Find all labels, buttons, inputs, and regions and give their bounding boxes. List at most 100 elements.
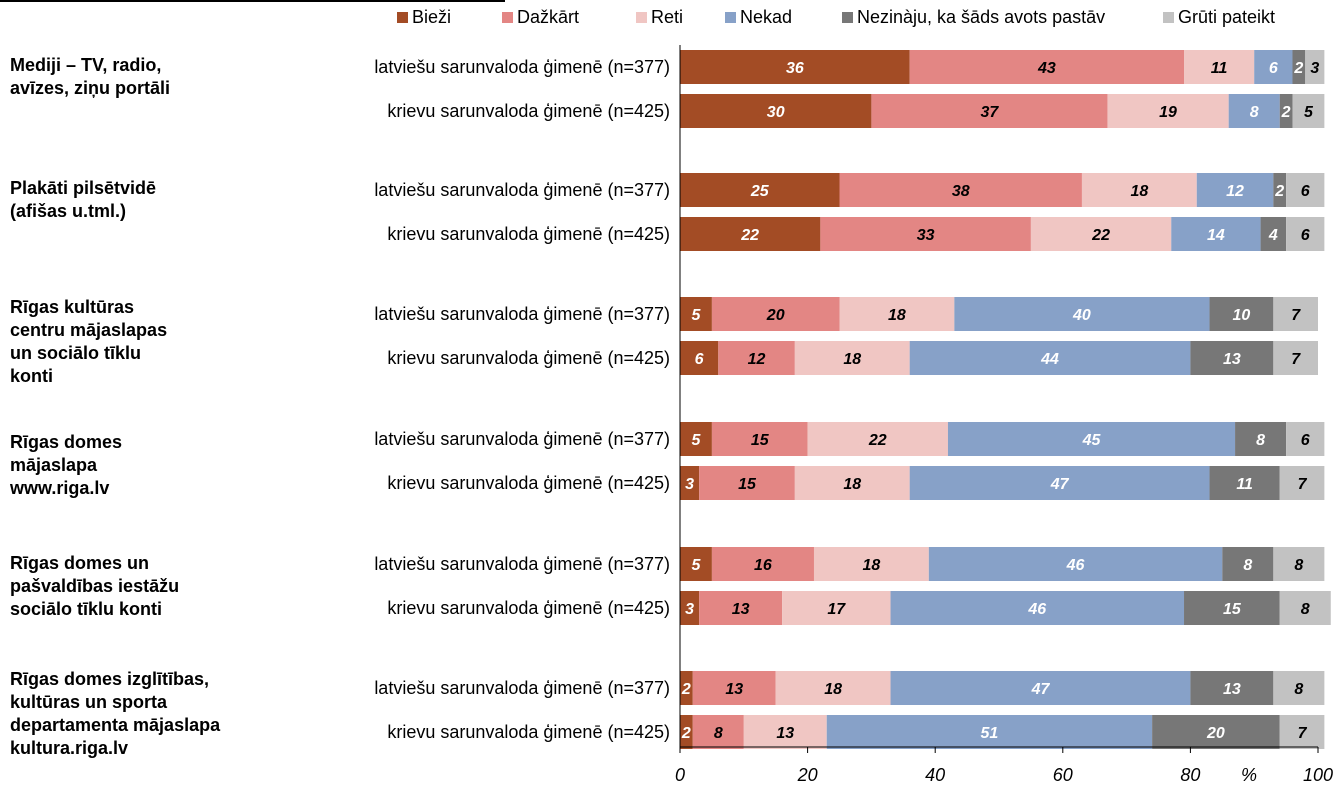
data-label: 17 bbox=[827, 601, 846, 618]
data-label: 43 bbox=[1037, 60, 1056, 77]
data-label: 33 bbox=[917, 227, 935, 244]
category-label-line: Plakāti pilsētvidē bbox=[10, 178, 156, 198]
x-tick-label: 100 bbox=[1303, 765, 1333, 785]
row-label: krievu sarunvaloda ģimenē (n=425) bbox=[387, 101, 670, 121]
legend-label-1: Bieži bbox=[412, 7, 451, 27]
data-label: 8 bbox=[1256, 432, 1265, 449]
data-label: 30 bbox=[767, 104, 785, 121]
bar-segment bbox=[782, 591, 891, 625]
bar-segment bbox=[1190, 341, 1274, 375]
bar-segment bbox=[1279, 715, 1325, 749]
bar-segment bbox=[711, 547, 814, 581]
data-label: 36 bbox=[786, 60, 804, 77]
bar-segment bbox=[890, 671, 1191, 705]
data-label: 13 bbox=[1223, 351, 1241, 368]
data-label: 6 bbox=[1301, 432, 1310, 449]
data-label: 6 bbox=[695, 351, 704, 368]
bar-segment bbox=[1184, 591, 1280, 625]
bar-segment bbox=[826, 715, 1153, 749]
data-label: 12 bbox=[748, 351, 766, 368]
legend-swatch-6 bbox=[1163, 12, 1174, 23]
bar-segment bbox=[1196, 173, 1274, 207]
data-label: 2 bbox=[681, 725, 691, 742]
data-label: 11 bbox=[1211, 60, 1228, 77]
row-label: latviešu sarunvaloda ģimenē (n=377) bbox=[374, 429, 670, 449]
legend-label-6: Grūti pateikt bbox=[1178, 7, 1275, 27]
category-label-line: sociālo tīklu konti bbox=[10, 599, 162, 619]
bar-segment bbox=[1254, 50, 1293, 84]
bar-segment bbox=[909, 341, 1191, 375]
data-label: 3 bbox=[1310, 60, 1319, 77]
data-label: 46 bbox=[1066, 557, 1085, 574]
bar-segment bbox=[890, 591, 1185, 625]
row-label: krievu sarunvaloda ģimenē (n=425) bbox=[387, 348, 670, 368]
x-tick-label: 40 bbox=[925, 765, 945, 785]
bar-segment bbox=[1286, 422, 1325, 456]
bar-segment bbox=[807, 422, 948, 456]
data-label: 2 bbox=[1274, 183, 1284, 200]
bar-segment bbox=[1305, 50, 1325, 84]
bar-segment bbox=[1292, 94, 1325, 128]
bar-segment bbox=[699, 591, 783, 625]
bar-segment bbox=[1152, 715, 1280, 749]
legend-swatch-4 bbox=[725, 12, 736, 23]
data-label: 15 bbox=[1223, 601, 1242, 618]
data-label: 18 bbox=[843, 476, 861, 493]
category-label-line: departamenta mājaslapa bbox=[10, 715, 221, 735]
bar-segment bbox=[1235, 422, 1287, 456]
data-label: 14 bbox=[1207, 227, 1225, 244]
legend-swatch-1 bbox=[397, 12, 408, 23]
data-label: 16 bbox=[754, 557, 772, 574]
bar-segment bbox=[680, 94, 872, 128]
data-label: 13 bbox=[725, 681, 743, 698]
data-label: 12 bbox=[1226, 183, 1244, 200]
bar-segment bbox=[711, 422, 808, 456]
data-label: 4 bbox=[1268, 227, 1278, 244]
bar-segment bbox=[1260, 217, 1287, 251]
row-label: krievu sarunvaloda ģimenē (n=425) bbox=[387, 722, 670, 742]
data-label: 22 bbox=[740, 227, 759, 244]
data-label: 13 bbox=[732, 601, 750, 618]
category-label-line: centru mājaslapas bbox=[10, 320, 167, 340]
data-label: 18 bbox=[863, 557, 881, 574]
bar-segment bbox=[680, 297, 712, 331]
bar-segment bbox=[711, 297, 840, 331]
data-label: 40 bbox=[1072, 307, 1091, 324]
bar-segment bbox=[1273, 297, 1318, 331]
category-label-line: Rīgas kultūras bbox=[10, 297, 134, 317]
bar-segment bbox=[794, 466, 910, 500]
data-label: 45 bbox=[1082, 432, 1102, 449]
data-label: 18 bbox=[843, 351, 861, 368]
row-label: latviešu sarunvaloda ģimenē (n=377) bbox=[374, 554, 670, 574]
data-label: 6 bbox=[1269, 60, 1278, 77]
data-label: 8 bbox=[1294, 681, 1303, 698]
bar-segment bbox=[743, 715, 827, 749]
bar-segment bbox=[1107, 94, 1229, 128]
bar-segment bbox=[1273, 547, 1325, 581]
bar-segment bbox=[680, 591, 700, 625]
bar-segment bbox=[947, 422, 1236, 456]
bar-segment bbox=[794, 341, 910, 375]
data-label: 8 bbox=[1250, 104, 1259, 121]
bar-segment bbox=[1030, 217, 1172, 251]
category-label-line: Rīgas domes bbox=[10, 432, 122, 452]
data-label: 2 bbox=[1293, 60, 1303, 77]
data-label: 19 bbox=[1159, 104, 1177, 121]
data-label: 22 bbox=[1091, 227, 1110, 244]
bar-segment bbox=[1286, 173, 1325, 207]
data-label: 18 bbox=[888, 307, 906, 324]
data-label: 5 bbox=[691, 432, 701, 449]
data-label: 46 bbox=[1027, 601, 1046, 618]
bar-segment bbox=[1190, 671, 1274, 705]
bar-segment bbox=[680, 341, 719, 375]
bar-segment bbox=[928, 547, 1223, 581]
bar-segment bbox=[1209, 466, 1280, 500]
data-label: 6 bbox=[1301, 183, 1310, 200]
data-label: 8 bbox=[1243, 557, 1252, 574]
bar-segment bbox=[1209, 297, 1274, 331]
category-label-line: Rīgas domes un bbox=[10, 553, 149, 573]
bar-segment bbox=[718, 341, 795, 375]
bar-segment bbox=[1081, 173, 1197, 207]
legend-swatch-2 bbox=[502, 12, 513, 23]
bar-segment bbox=[680, 50, 910, 84]
